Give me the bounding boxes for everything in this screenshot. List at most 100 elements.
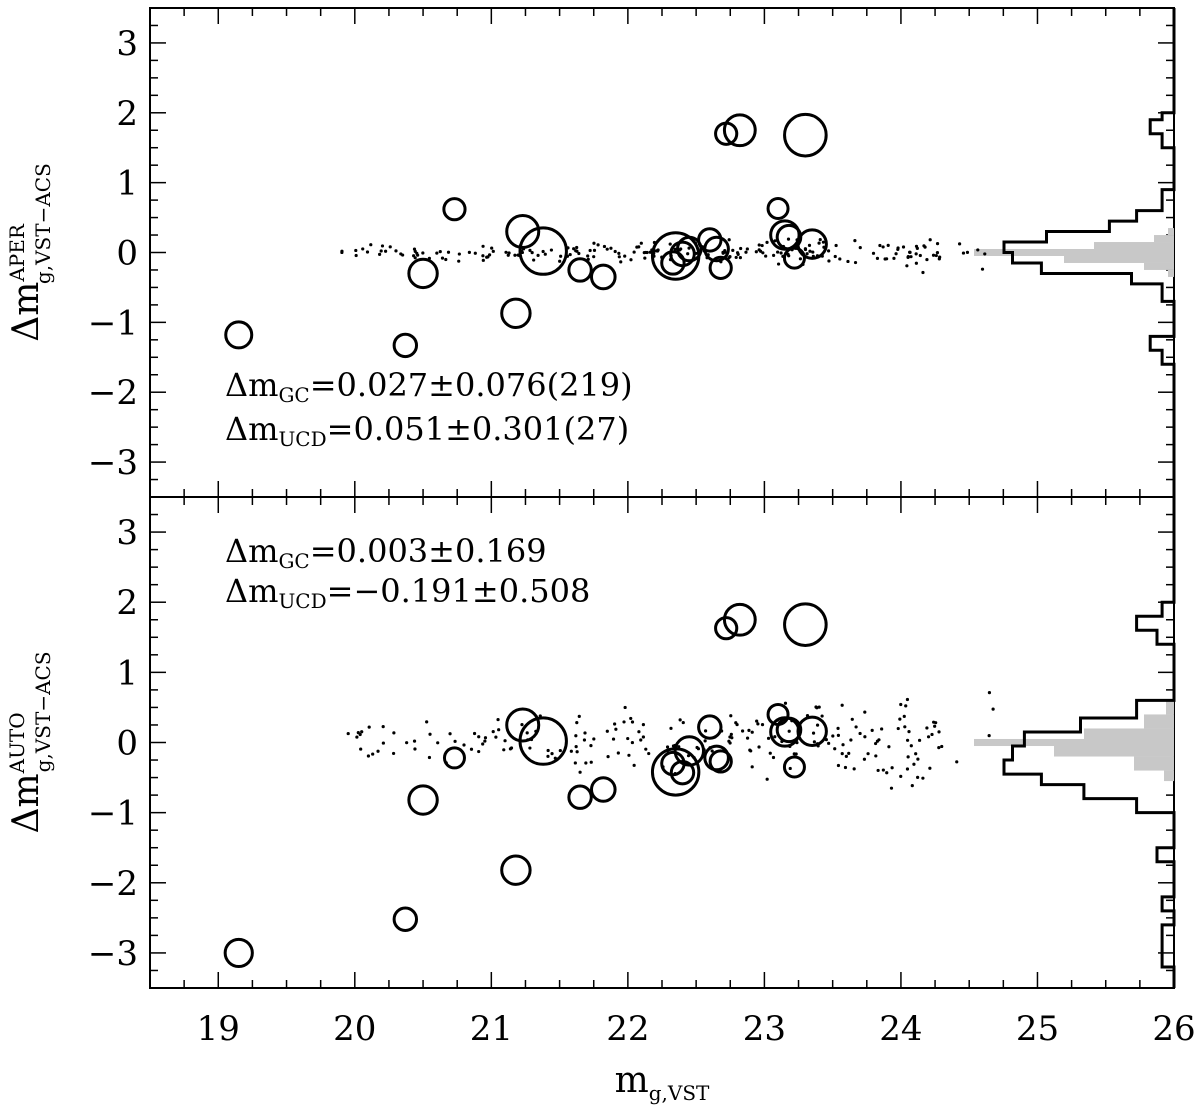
gc-point [987,691,992,695]
gc-point [378,252,382,256]
gc-point [596,243,600,247]
gc-point [528,248,532,252]
gc-point [931,253,936,257]
gc-point [906,755,910,759]
ucd-point [796,228,828,260]
gc-point [376,749,380,753]
y-axis-title: ΔmAUTO g,VST−ACS [5,651,55,833]
gc-point [841,743,845,747]
gc-point [622,720,626,724]
gc-histogram-bin [1094,242,1174,250]
gc-point [546,748,550,753]
gc-point [866,752,870,756]
gc-point [731,248,735,252]
y-tick-label: 1 [116,653,138,693]
gc-point [983,252,987,256]
gc-point [569,749,573,753]
ucd-point [589,776,617,803]
gc-point [584,761,588,765]
gc-point [881,768,885,772]
gc-point [836,763,841,768]
gc-point [734,721,738,725]
gc-point [757,243,761,247]
gc-point [412,247,417,251]
ucd-point [392,906,419,932]
gc-point [887,745,891,749]
gc-point [923,245,927,249]
gc-point [425,720,429,724]
ucd-point [505,214,541,250]
gc-point [937,745,941,750]
gc-point [987,734,991,738]
gc-point [910,784,914,788]
stat-line: ΔmGC=0.027±0.076(219) [225,366,633,407]
gc-point [883,257,887,261]
stat-line: ΔmUCD=0.051±0.301(27) [225,410,629,451]
gc-point [641,735,645,739]
gc-point [435,251,439,255]
gc-point [907,730,911,734]
gc-point [757,745,761,749]
gc-point [886,243,890,247]
gc-point [850,717,854,721]
gc-point [626,736,630,741]
gc-point [436,741,440,745]
gc-point [760,243,764,248]
gc-point [573,761,577,765]
gc-point [921,270,925,275]
gc-point [840,703,844,707]
gc-point [902,714,906,718]
gc-point [768,751,772,755]
gc-point [346,731,350,736]
gc-point [438,250,442,254]
gc-point [630,720,635,724]
gc-point [926,735,931,739]
ucd-point [796,715,828,747]
ucd-point [223,937,254,969]
gc-point [575,249,579,253]
gc-point [843,765,848,770]
gc-point [469,747,474,751]
gc-point [589,744,593,748]
gc-point [786,237,791,241]
gc-point [384,249,388,253]
gc-point [541,249,545,254]
gc-point [611,737,616,741]
gc-point [833,747,837,751]
y-tick-label: −2 [88,373,138,413]
gc-point [935,250,940,255]
gc-point [909,255,913,259]
gc-point [728,741,732,745]
gc-point [494,735,498,739]
gc-point [896,726,900,731]
gc-point [805,252,809,256]
ucd-point [722,113,757,148]
data-points [223,112,995,969]
y-tick-label: 2 [116,94,138,134]
gc-point [875,739,880,743]
gc-point [899,702,903,707]
gc-point [838,257,842,261]
gc-point [592,737,596,741]
gc-point [413,256,417,260]
gc-point [745,736,750,740]
gc-point [863,735,867,739]
gc-point [874,754,878,758]
gc-point [546,754,550,758]
gc-point [421,251,425,255]
gc-point [961,251,966,255]
gc-histogram-bin [1168,269,1174,277]
gc-point [632,250,636,254]
ucd-point [782,755,806,779]
gc-histogram-bin [1144,262,1174,270]
ucd-point [442,746,466,770]
y-tick-label: −3 [88,934,138,974]
gc-point [629,258,633,262]
gc-point [606,755,610,759]
y-tick-label: 0 [116,234,138,274]
gc-point [605,729,609,733]
y-tick-label: 2 [116,583,138,623]
gc-point [358,732,362,737]
gc-point [632,763,636,767]
gc-point [504,250,508,254]
